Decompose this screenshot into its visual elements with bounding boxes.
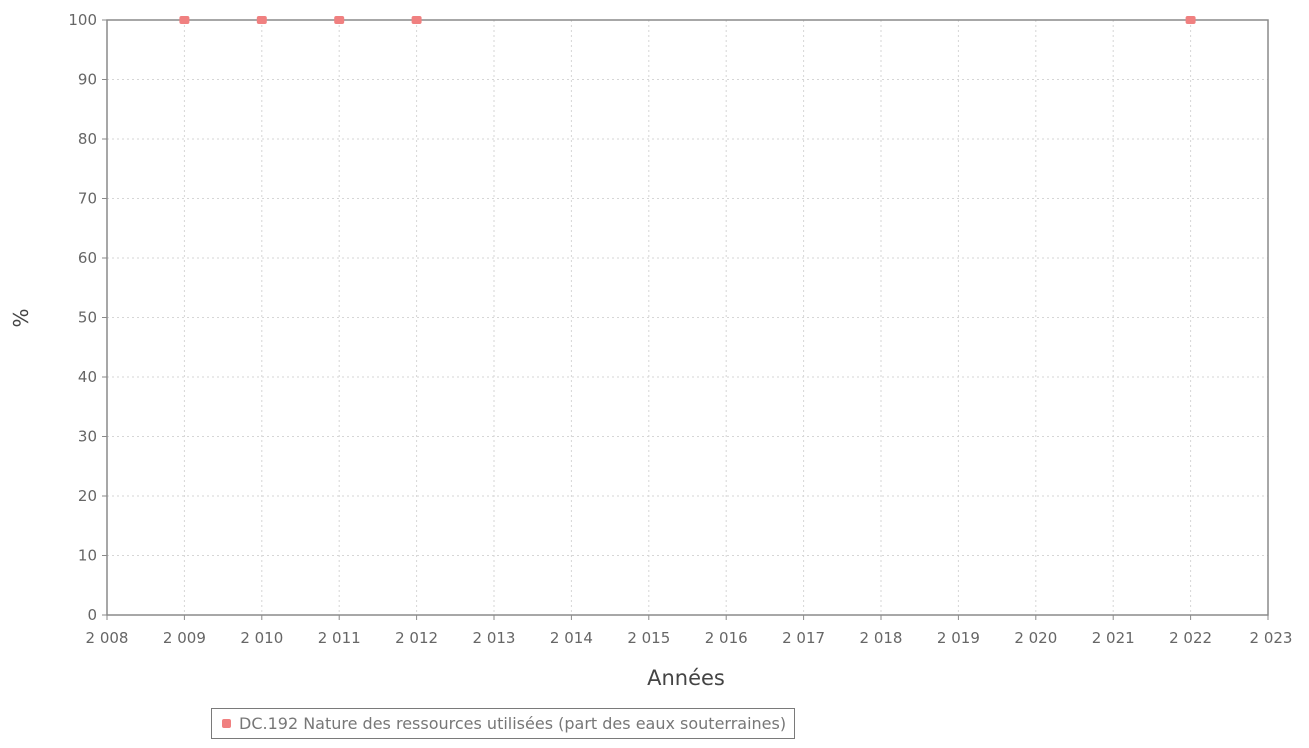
x-tick-label: 2 018 <box>860 629 903 647</box>
x-tick-label: 2 020 <box>1014 629 1057 647</box>
grid-lines <box>106 19 1269 616</box>
x-tick-label: 2 017 <box>782 629 825 647</box>
x-tick-label: 2 008 <box>86 629 129 647</box>
data-point <box>411 16 422 24</box>
y-tick-label: 60 <box>78 249 97 267</box>
data-point <box>334 16 345 24</box>
x-axis-ticks: 2 008 2 009 2 010 2 011 2 012 2 013 2 014 2 015… <box>86 615 1293 647</box>
y-axis-ticks: 0 10 20 30 40 50 60 70 80 90 100 <box>68 11 107 624</box>
x-tick-label: 2 022 <box>1169 629 1212 647</box>
x-tick-label: 2 013 <box>473 629 516 647</box>
x-tick-label: 2 010 <box>240 629 283 647</box>
x-tick-label: 2 015 <box>627 629 670 647</box>
y-tick-label: 100 <box>68 11 97 29</box>
x-tick-label: 2 016 <box>705 629 748 647</box>
y-tick-label: 50 <box>78 309 97 327</box>
x-tick-label: 2 023 <box>1250 629 1293 647</box>
y-tick-label: 90 <box>78 71 97 89</box>
x-tick-label: 2 021 <box>1092 629 1135 647</box>
data-points <box>179 16 1196 24</box>
y-tick-label: 40 <box>78 368 97 386</box>
y-tick-label: 20 <box>78 487 97 505</box>
y-tick-label: 80 <box>78 130 97 148</box>
y-tick-label: 0 <box>87 606 97 624</box>
data-point <box>1185 16 1196 24</box>
y-tick-label: 70 <box>78 190 97 208</box>
y-tick-label: 30 <box>78 428 97 446</box>
x-tick-label: 2 011 <box>318 629 361 647</box>
x-tick-label: 2 012 <box>395 629 438 647</box>
x-tick-label: 2 014 <box>550 629 593 647</box>
data-point <box>256 16 267 24</box>
legend-swatch <box>222 719 231 728</box>
x-tick-label: 2 009 <box>163 629 206 647</box>
data-point <box>179 16 190 24</box>
legend: DC.192 Nature des ressources utilisées (… <box>211 708 796 739</box>
legend-label: DC.192 Nature des ressources utilisées (… <box>239 714 787 733</box>
y-tick-label: 10 <box>78 547 97 565</box>
x-tick-label: 2 019 <box>937 629 980 647</box>
x-axis-label: Années <box>647 666 725 690</box>
y-axis-label: % <box>9 308 33 327</box>
